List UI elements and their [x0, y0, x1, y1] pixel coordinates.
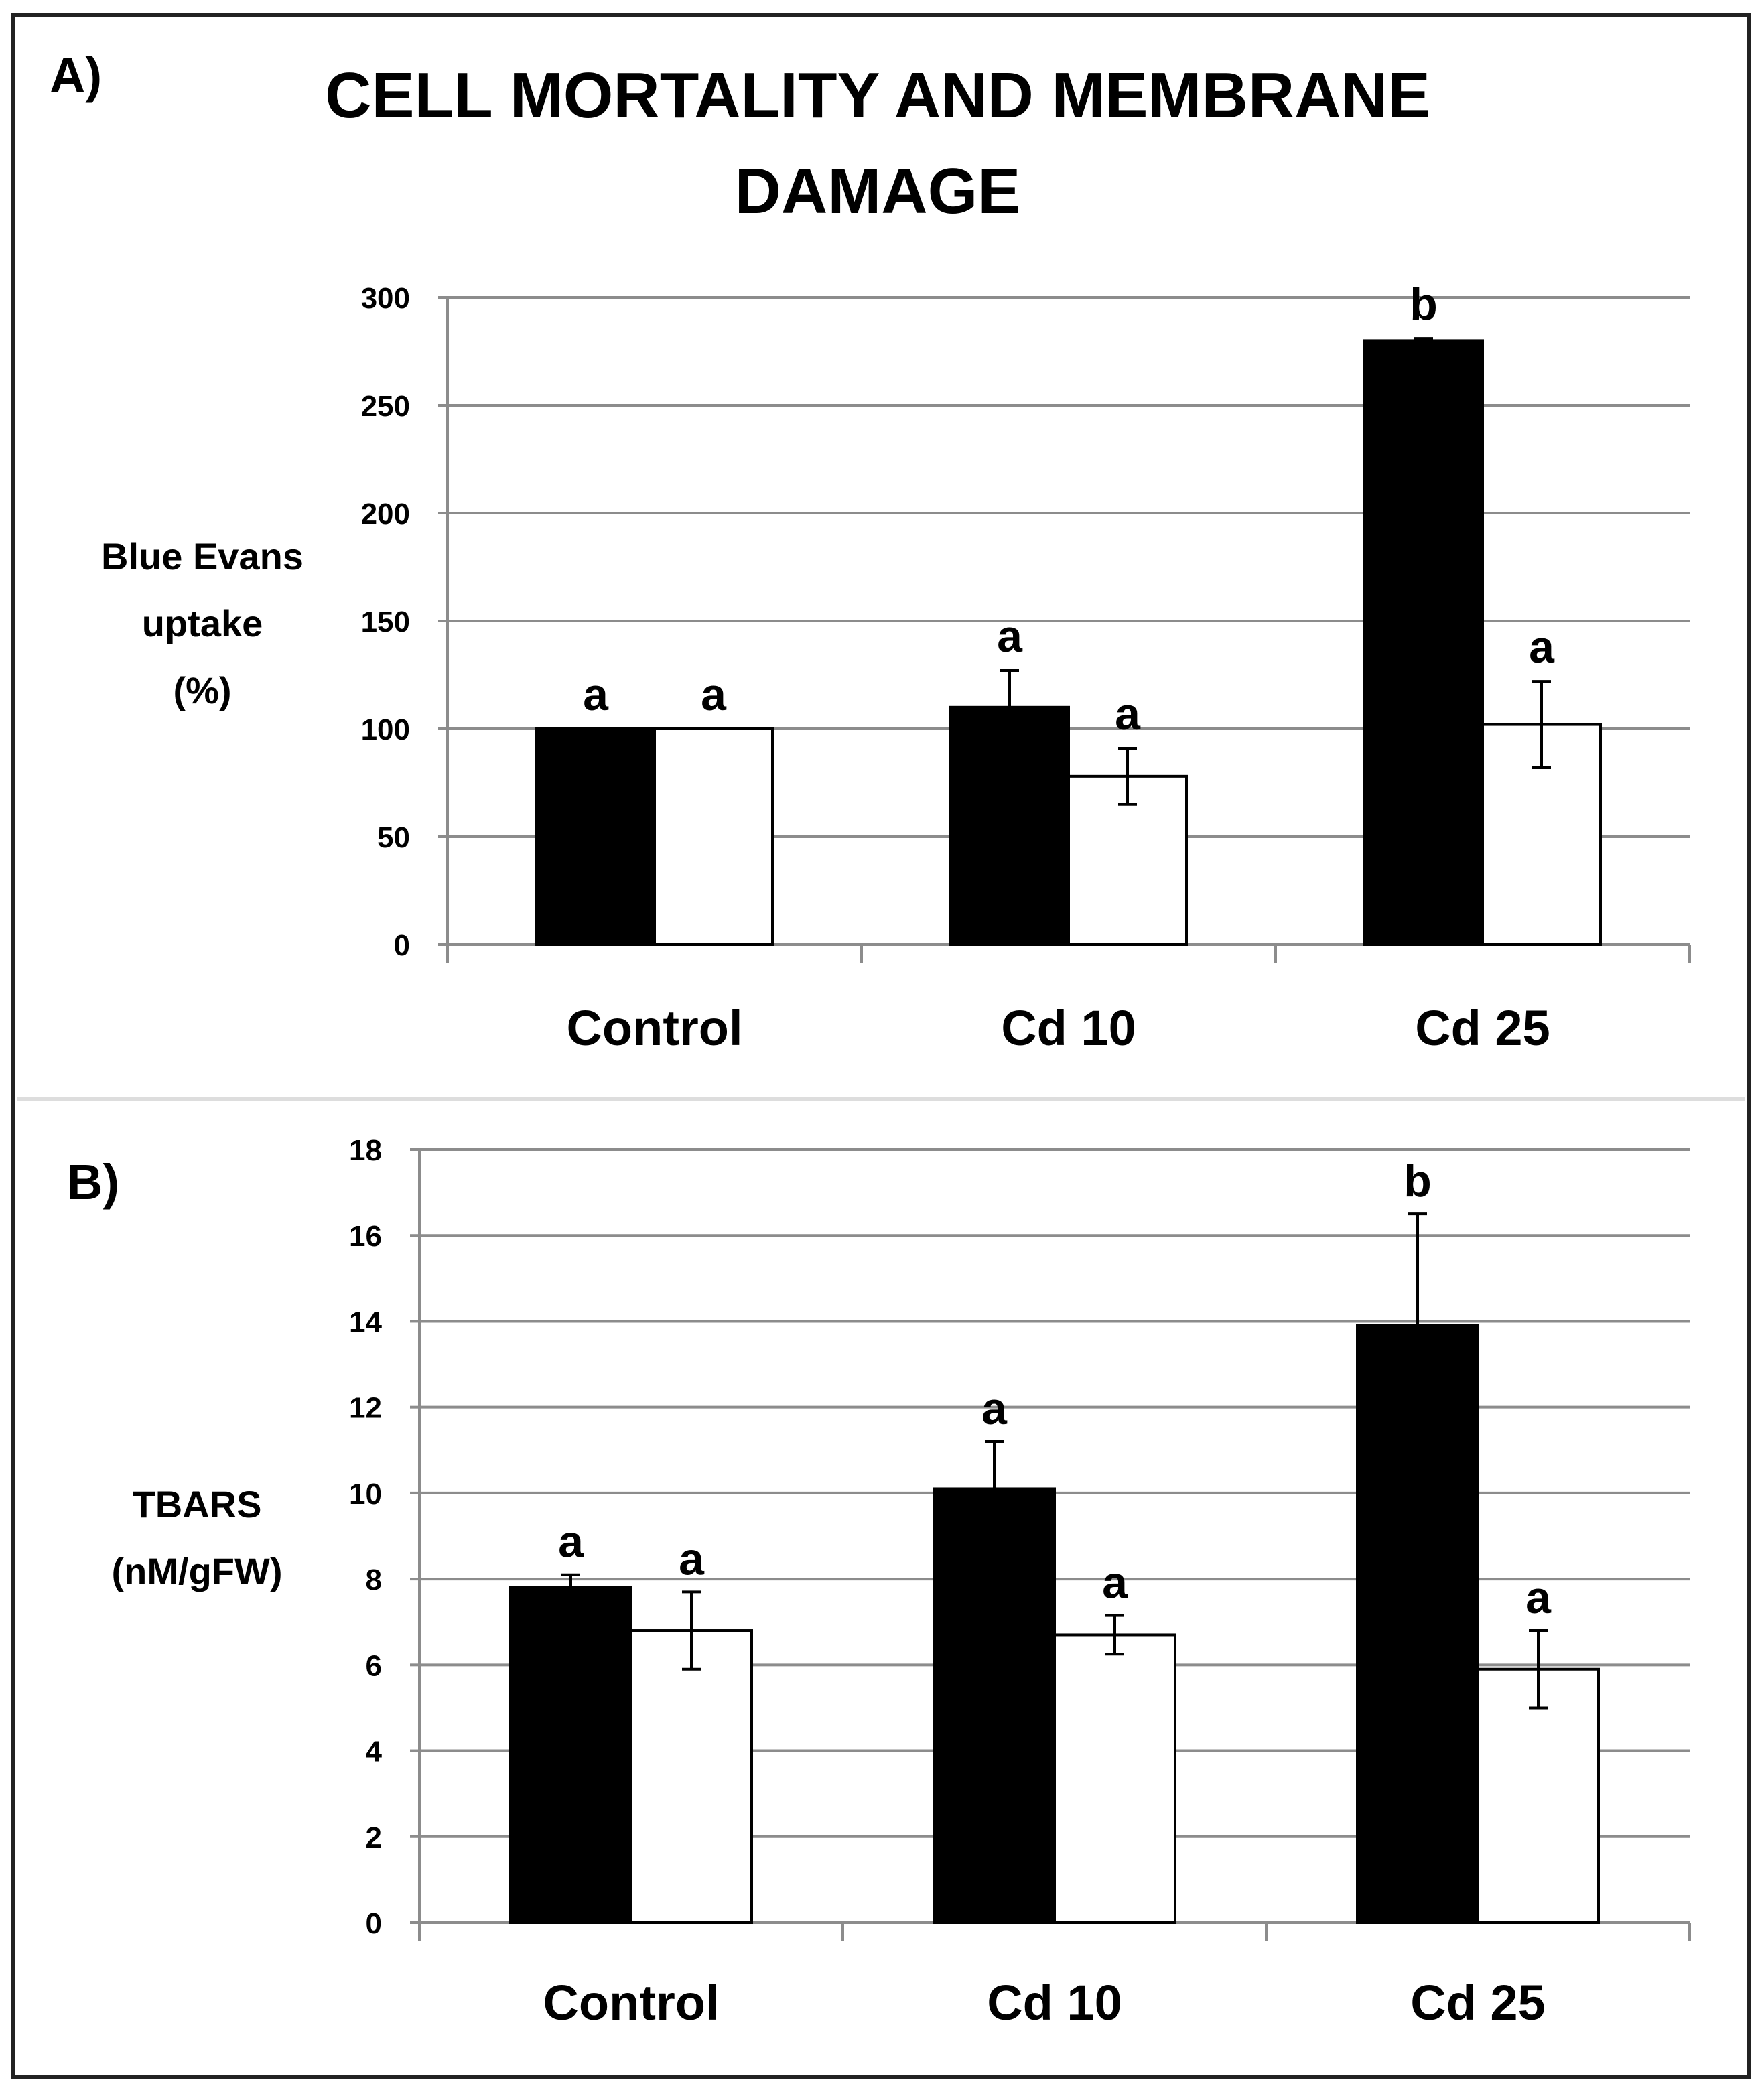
x-tick-label: Cd 25: [1415, 1000, 1550, 1056]
significance-letter: a: [1529, 622, 1555, 673]
significance-letter: b: [1404, 1156, 1432, 1206]
y-tick-label: 150: [361, 606, 410, 638]
y-tick-label: 14: [349, 1306, 382, 1338]
panel-a-chart: 0 50 100 150 200 250 300 Control Cd 10 Cd 25 a a b a a…: [50, 48, 1691, 1056]
panel-b-chart: 0 2 4 6 8 10 12 14 16 18 Control Cd 10 Cd 25 a a b a a a B)…: [67, 1134, 1691, 2030]
significance-letter: a: [1525, 1572, 1552, 1623]
significance-letter: b: [1410, 279, 1438, 330]
y-tick-label: 0: [366, 1907, 382, 1940]
y-tick-label: 4: [366, 1736, 383, 1768]
y-tick-label: 0: [394, 929, 410, 962]
y-tick-label: 100: [361, 713, 410, 746]
bar-series-black: [933, 1487, 1056, 1924]
bar-series-black: [509, 1586, 632, 1925]
y-tick-label: 16: [349, 1220, 382, 1253]
y-axis-label: (nM/gFW): [112, 1550, 283, 1592]
significance-letter: a: [558, 1517, 584, 1568]
bar-series-white: [630, 1629, 753, 1924]
bar-series-white: [1053, 1633, 1176, 1924]
y-axis-label: TBARS: [133, 1483, 262, 1525]
bar-series-white: [653, 727, 774, 946]
y-axis-label: uptake: [142, 602, 263, 644]
x-tick-label: Control: [566, 1000, 742, 1056]
significance-letter: a: [981, 1383, 1008, 1434]
chart-title: CELL MORTALITY AND MEMBRANE: [325, 60, 1430, 131]
y-tick-label: 10: [349, 1478, 382, 1511]
x-tick-label: Cd 10: [1001, 1000, 1136, 1056]
significance-letter: a: [997, 611, 1023, 662]
y-tick-label: 18: [349, 1134, 382, 1167]
y-axis-label: Blue Evans: [101, 535, 303, 577]
significance-letter: a: [1102, 1557, 1128, 1608]
panel-label: A): [50, 48, 102, 103]
y-tick-label: 2: [366, 1821, 382, 1854]
x-tick-label: Cd 10: [987, 1975, 1122, 2030]
bar-series-black: [949, 705, 1070, 947]
bar-series-black: [535, 727, 656, 946]
significance-letter: a: [583, 669, 609, 720]
y-tick-label: 250: [361, 390, 410, 423]
significance-letter: a: [1115, 689, 1141, 740]
panel-label: B): [67, 1154, 119, 1210]
bar-series-black: [1363, 339, 1484, 946]
significance-letter: a: [679, 1533, 705, 1584]
x-tick-label: Cd 25: [1410, 1975, 1546, 2030]
x-tick-label: Control: [543, 1975, 719, 2030]
y-tick-label: 12: [349, 1392, 382, 1425]
y-tick-label: 300: [361, 282, 410, 315]
y-axis-label: (%): [173, 669, 231, 711]
y-tick-label: 6: [366, 1649, 382, 1682]
y-tick-label: 200: [361, 498, 410, 531]
y-tick-label: 50: [377, 821, 410, 854]
y-tick-label: 8: [366, 1563, 382, 1596]
significance-letter: a: [701, 669, 727, 720]
chart-title: DAMAGE: [735, 155, 1021, 227]
